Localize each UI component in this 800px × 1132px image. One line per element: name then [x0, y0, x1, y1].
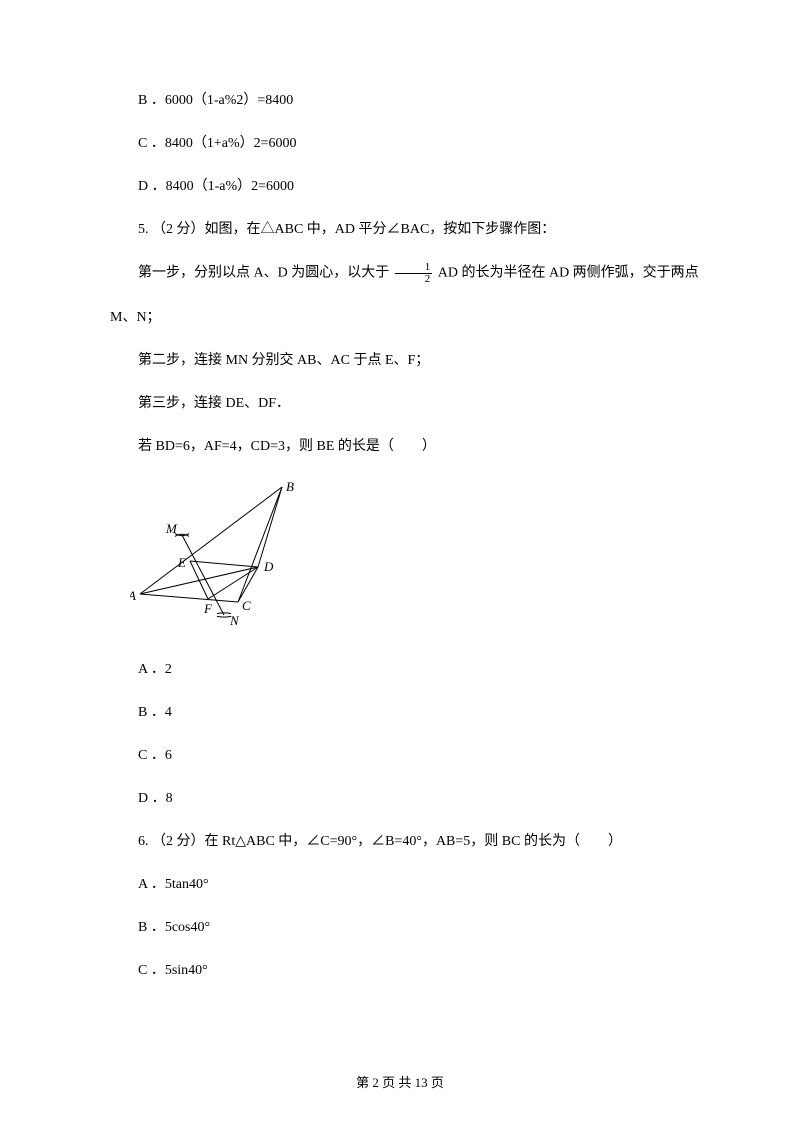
q6-option-b: B ．5cos40°	[110, 917, 710, 938]
q5-step1-pre: 第一步，分别以点 A、D 为圆心，以大于	[138, 266, 393, 281]
svg-text:B: B	[286, 479, 294, 494]
q5-step3: 第三步，连接 DE、DF．	[110, 393, 710, 414]
svg-text:F: F	[203, 601, 213, 616]
q5-option-b: B ．4	[110, 702, 710, 723]
page-footer: 第 2 页 共 13 页	[0, 1073, 800, 1093]
q5-step1-cont: M、N；	[110, 307, 710, 328]
svg-text:D: D	[263, 559, 274, 574]
q6-stem: 6. （2 分）在 Rt△ABC 中，∠C=90°，∠B=40°，AB=5，则 …	[110, 831, 710, 852]
option-b-top: B ．6000（1-a%2）=8400	[110, 90, 710, 111]
q6-option-c: C ．5sin40°	[110, 960, 710, 981]
q5-option-d: D ．8	[110, 788, 710, 809]
fraction-half: 12	[395, 262, 433, 285]
svg-text:E: E	[177, 555, 186, 570]
frac-den: 2	[395, 274, 433, 285]
q5-step1-post: AD 的长为半径在 AD 两侧作弧，交于两点	[434, 266, 698, 281]
svg-text:C: C	[242, 598, 251, 613]
q5-stem: 5. （2 分）如图，在△ABC 中，AD 平分∠BAC，按如下步骤作图：	[110, 219, 710, 240]
option-c-top: C ．8400（1+a%）2=6000	[110, 133, 710, 154]
q5-option-c: C ．6	[110, 745, 710, 766]
q5-final: 若 BD=6，AF=4，CD=3，则 BE 的长是（ ）	[110, 436, 710, 457]
option-d-top: D ．8400（1-a%）2=6000	[110, 176, 710, 197]
q5-option-a: A ．2	[110, 659, 710, 680]
q6-option-a: A ．5tan40°	[110, 874, 710, 895]
svg-text:A: A	[130, 588, 136, 603]
svg-text:N: N	[229, 613, 240, 628]
q5-step1: 第一步，分别以点 A、D 为圆心，以大于 12 AD 的长为半径在 AD 两侧作…	[110, 262, 710, 285]
svg-text:M: M	[165, 521, 178, 536]
q5-step2: 第二步，连接 MN 分别交 AB、AC 于点 E、F；	[110, 350, 710, 371]
geometry-diagram: A B C D E F M N	[130, 479, 710, 641]
